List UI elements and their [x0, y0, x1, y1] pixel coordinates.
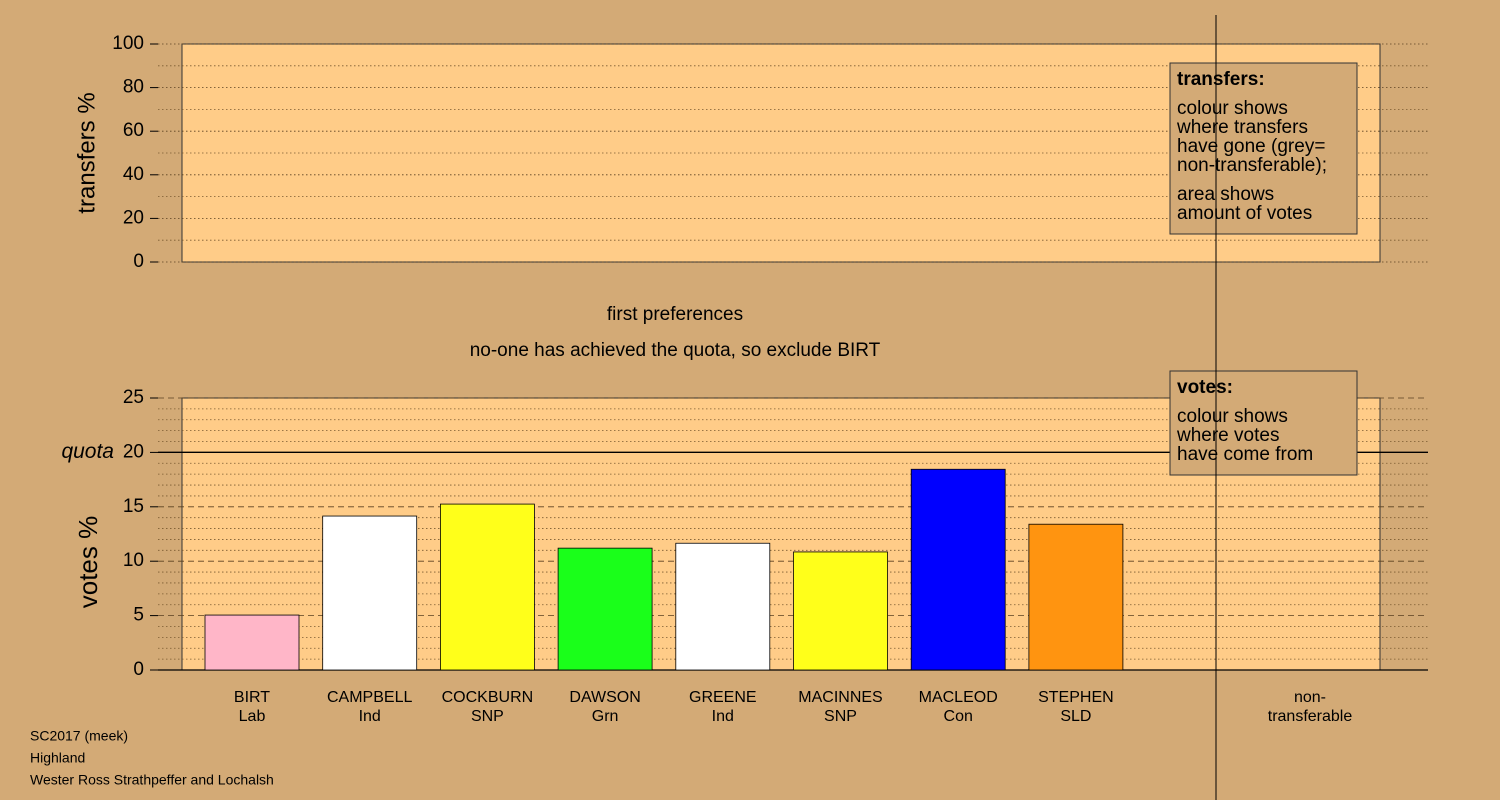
- footer-text: SC2017 (meek): [30, 728, 128, 744]
- y-tick-label: 100: [112, 33, 144, 54]
- y-tick-label: 20: [123, 441, 144, 462]
- x-tick-label: BIRT: [234, 689, 270, 706]
- quota-label: quota: [61, 440, 114, 463]
- legend-text: amount of votes: [1177, 203, 1312, 224]
- legend-text: colour shows: [1177, 98, 1288, 119]
- legend-title: votes:: [1177, 377, 1233, 398]
- y-tick-label: 80: [123, 77, 144, 98]
- legend-text: where transfers: [1176, 117, 1308, 138]
- x-tick-label: SLD: [1060, 708, 1091, 725]
- y-tick-label: 40: [123, 164, 144, 185]
- bar: [322, 515, 418, 671]
- legend-text: area shows: [1177, 184, 1274, 205]
- legend-title: transfers:: [1177, 69, 1265, 90]
- x-tick-label: SNP: [471, 708, 504, 725]
- x-tick-label: CAMPBELL: [327, 689, 412, 706]
- y-tick-label: 0: [133, 659, 144, 680]
- y-tick-label: 20: [123, 207, 144, 228]
- legend-text: have gone (grey=: [1177, 136, 1325, 157]
- legend-text: non-transferable);: [1177, 155, 1327, 176]
- legend-box: [1169, 62, 1358, 235]
- x-tick-label: Lab: [239, 708, 266, 725]
- x-tick-label: GREENE: [689, 689, 757, 706]
- bar: [675, 542, 771, 671]
- x-tick-label: STEPHEN: [1038, 689, 1114, 706]
- chart-title: first preferences: [607, 304, 743, 325]
- bar: [439, 503, 535, 671]
- y-tick-label: 15: [123, 496, 144, 517]
- footer-text: Wester Ross Strathpeffer and Lochalsh: [30, 772, 274, 788]
- y-axis-label: votes %: [73, 516, 103, 609]
- bar: [557, 547, 653, 671]
- legend-text: have come from: [1177, 444, 1313, 465]
- y-axis-label: transfers %: [73, 92, 100, 213]
- x-tick-label: MACLEOD: [919, 689, 998, 706]
- x-tick-label: Ind: [712, 708, 734, 725]
- x-tick-label: DAWSON: [569, 689, 640, 706]
- bar: [204, 614, 300, 671]
- y-tick-label: 25: [123, 387, 144, 408]
- bar: [910, 468, 1006, 671]
- y-tick-label: 10: [123, 550, 144, 571]
- x-tick-label: COCKBURN: [442, 689, 534, 706]
- y-tick-label: 0: [133, 251, 144, 272]
- x-tick-label: Con: [944, 708, 973, 725]
- bar: [1028, 523, 1124, 671]
- x-tick-label: non-: [1294, 689, 1326, 706]
- x-tick-label: Grn: [592, 708, 619, 725]
- footer-text: Highland: [30, 750, 85, 766]
- legend-text: colour shows: [1177, 406, 1288, 427]
- bar: [793, 551, 888, 671]
- y-tick-label: 5: [133, 605, 144, 626]
- chart-subtitle: no-one has achieved the quota, so exclud…: [470, 340, 881, 361]
- legend-text: where votes: [1176, 425, 1279, 446]
- x-tick-label: MACINNES: [798, 689, 882, 706]
- x-tick-label: SNP: [824, 708, 857, 725]
- x-tick-label: transferable: [1268, 708, 1353, 725]
- legend-box: [1169, 370, 1358, 476]
- x-tick-label: Ind: [359, 708, 381, 725]
- y-tick-label: 60: [123, 120, 144, 141]
